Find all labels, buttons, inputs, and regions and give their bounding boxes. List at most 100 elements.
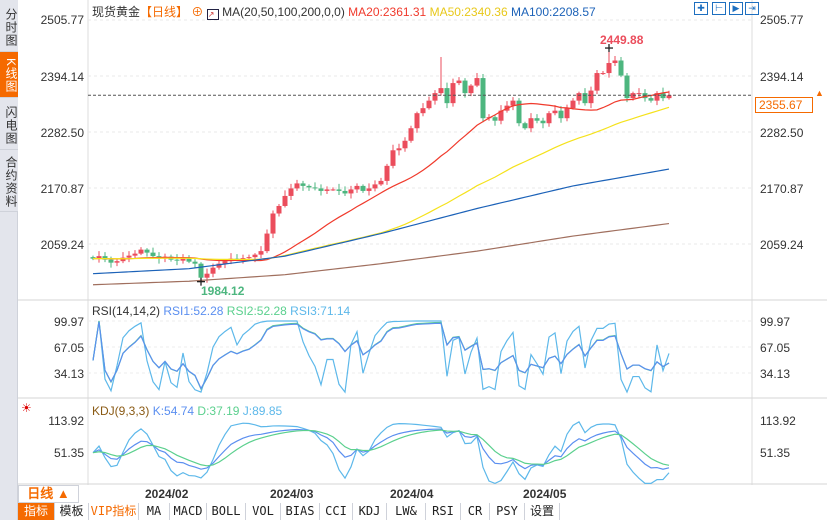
candle: [414, 113, 420, 129]
candle: [348, 189, 354, 194]
price-arrow-icon: ▲: [815, 88, 824, 98]
crosshair-move-icon[interactable]: ✚: [694, 2, 708, 15]
kdj-d-value: D:37.19: [197, 404, 240, 418]
candle: [144, 249, 150, 253]
toolbar-tab[interactable]: BIAS: [281, 503, 320, 520]
candle: [150, 252, 156, 257]
toolbar-tab[interactable]: VIP指标: [89, 503, 139, 520]
candle: [432, 93, 438, 101]
candle: [276, 205, 282, 214]
jump-latest-icon[interactable]: ⇥: [745, 2, 759, 15]
toolbar-tab[interactable]: MA: [139, 503, 170, 520]
candle: [174, 259, 180, 261]
indicator-settings-icon[interactable]: ☀: [21, 401, 32, 415]
rsi-axis-label: 99.97: [760, 315, 791, 329]
candle: [330, 189, 336, 191]
ma-chart-icon[interactable]: ↗: [206, 9, 219, 20]
candle: [360, 185, 366, 191]
candle: [462, 80, 468, 94]
zoom-range-icon[interactable]: ⊢: [712, 2, 726, 15]
candle: [300, 183, 306, 186]
kdj-k-value: K:54.74: [152, 404, 195, 418]
candle: [444, 88, 450, 104]
ma200-line: [92, 222, 670, 286]
candle: [252, 254, 258, 258]
candle: [186, 258, 192, 262]
candle: [282, 195, 288, 206]
kdj-header: KDJ(9,3,3) K:54.74 D:37.19 J:89.85: [92, 404, 282, 418]
toolbar-tab[interactable]: VOL: [246, 503, 281, 520]
toolbar-tab[interactable]: BOLL: [207, 503, 246, 520]
candle: [558, 110, 564, 119]
date-label: 2024/03: [270, 487, 314, 501]
candle: [138, 249, 144, 254]
candle: [588, 90, 594, 104]
toolbar-tab[interactable]: PSY: [490, 503, 525, 520]
candle: [384, 165, 390, 181]
rsi-axis-label: 99.97: [53, 315, 84, 329]
candle: [582, 93, 588, 104]
kdj-title[interactable]: KDJ(9,3,3): [92, 404, 150, 418]
candle: [324, 189, 330, 191]
rsi3-value: RSI3:71.14: [290, 304, 351, 318]
toolbar-tab[interactable]: 指标: [18, 503, 55, 520]
rsi-axis-label: 34.13: [760, 367, 791, 381]
sidebar-item[interactable]: 合约资料: [0, 150, 18, 212]
sidebar-item[interactable]: K线图: [0, 52, 18, 98]
candle: [516, 100, 522, 124]
toolbar-tab[interactable]: CR: [461, 503, 490, 520]
candle: [306, 185, 312, 188]
candle: [108, 259, 114, 263]
candle: [480, 78, 486, 119]
toolbar-tab[interactable]: 模板: [55, 503, 89, 520]
candle: [594, 73, 600, 91]
ma-params[interactable]: MA(20,50,100,200,0,0): [222, 5, 345, 19]
candle: [102, 256, 108, 260]
rsi-axis-label: 67.05: [760, 341, 791, 355]
sidebar-item[interactable]: 闪电图: [0, 98, 18, 150]
toolbar-tab[interactable]: LW&: [387, 503, 426, 520]
candle: [402, 140, 408, 149]
candle: [366, 188, 372, 191]
candle: [654, 93, 660, 101]
kdj-axis-label: 113.92: [760, 414, 796, 428]
sidebar: 分时图 K线图 闪电图 合约资料: [0, 0, 18, 520]
candle: [132, 253, 138, 256]
candle: [90, 257, 96, 259]
candle: [576, 93, 582, 101]
crosshair-icon[interactable]: ⊕: [191, 5, 204, 19]
toolbar-tab[interactable]: RSI: [426, 503, 461, 520]
candle: [474, 78, 480, 86]
ma100-value: MA100:2208.57: [510, 5, 596, 19]
low-marker-label: 1984.12: [201, 284, 245, 298]
toolbar-tab[interactable]: 设置: [525, 503, 560, 520]
axis-left-label: 2059.24: [40, 238, 84, 252]
candle: [390, 150, 396, 166]
rsi3-line: [92, 320, 670, 394]
sidebar-item[interactable]: 分时图: [0, 0, 18, 52]
period-label: 【日线】: [140, 5, 189, 19]
candle: [636, 93, 642, 95]
candle: [288, 188, 294, 196]
play-forward-icon[interactable]: ▶: [729, 2, 743, 15]
ma100-line: [92, 168, 670, 275]
period-selector[interactable]: 日线 ▲: [18, 485, 79, 503]
candle: [522, 123, 528, 129]
toolbar-tab[interactable]: MACD: [170, 503, 207, 520]
candle: [648, 98, 654, 101]
rsi-axis-label: 67.05: [53, 341, 84, 355]
candle: [612, 60, 618, 64]
toolbar-tab[interactable]: KDJ: [353, 503, 387, 520]
symbol-name: 现货黄金: [92, 5, 141, 19]
candle: [210, 267, 216, 274]
candle: [180, 258, 186, 261]
candle: [126, 255, 132, 258]
rsi-title[interactable]: RSI(14,14,2): [92, 304, 161, 318]
rsi-axis-label: 34.13: [53, 367, 84, 381]
candle: [354, 185, 360, 190]
kdj-axis-label: 51.35: [760, 446, 791, 460]
candle: [336, 189, 342, 191]
toolbar-tab[interactable]: CCI: [320, 503, 353, 520]
candle: [606, 63, 612, 74]
